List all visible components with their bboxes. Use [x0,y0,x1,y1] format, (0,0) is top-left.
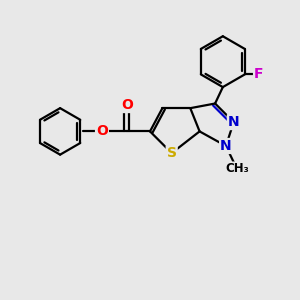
Text: O: O [96,124,108,138]
Text: O: O [121,98,133,112]
Text: F: F [254,68,263,81]
Text: N: N [220,139,232,153]
Text: CH₃: CH₃ [225,162,249,175]
Text: S: S [167,146,177,160]
Text: N: N [228,115,239,129]
